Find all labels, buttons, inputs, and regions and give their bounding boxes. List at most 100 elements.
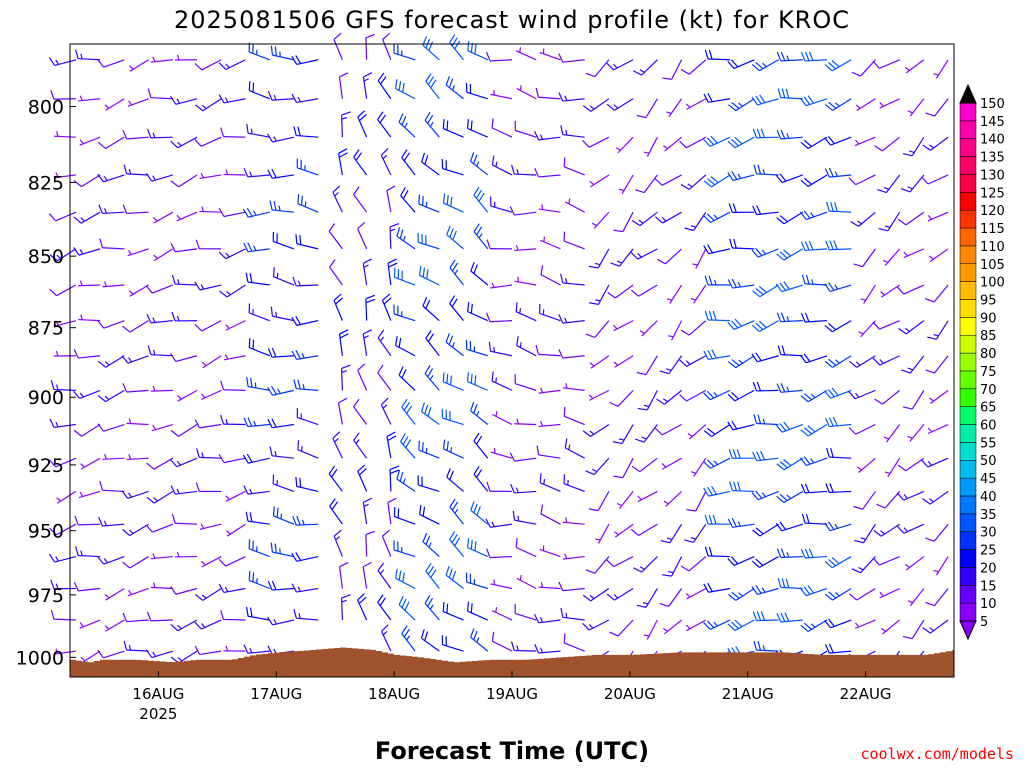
wind-barb xyxy=(902,136,925,157)
wind-barb xyxy=(267,616,295,626)
wind-barb xyxy=(752,450,779,462)
wind-barb xyxy=(753,640,779,652)
wind-barb xyxy=(341,364,351,391)
wind-barb xyxy=(49,418,76,429)
wind-barb xyxy=(127,587,149,597)
wind-barb xyxy=(854,619,876,629)
wind-barb xyxy=(104,619,125,632)
wind-barb xyxy=(243,644,270,654)
wind-barb xyxy=(685,619,707,632)
wind-barb xyxy=(585,320,610,339)
wind-barb xyxy=(704,275,731,286)
wind-barb xyxy=(75,49,101,61)
wind-barb xyxy=(491,607,513,621)
wind-barb xyxy=(365,530,375,557)
wind-barb xyxy=(128,59,149,72)
wind-barb xyxy=(219,284,246,298)
wind-barb xyxy=(800,174,828,187)
wind-barb xyxy=(855,98,876,111)
wind-barb xyxy=(419,504,440,525)
wind-barb xyxy=(799,353,828,364)
wind-barb xyxy=(879,587,900,599)
wind-barb xyxy=(632,59,658,76)
wind-barb xyxy=(512,510,537,525)
wind-barb xyxy=(539,545,561,558)
wind-barb xyxy=(199,206,222,213)
wind-barb xyxy=(380,624,392,652)
wind-barb xyxy=(824,387,852,399)
wind-barb xyxy=(824,643,852,654)
wind-barb xyxy=(776,248,804,261)
wind-barb xyxy=(610,248,634,267)
wind-barb xyxy=(925,98,949,117)
wind-barb xyxy=(729,238,755,250)
wind-barb xyxy=(293,379,319,391)
wind-barb xyxy=(800,312,828,323)
colorbar-label: 45 xyxy=(980,472,997,487)
wind-barb xyxy=(380,148,392,176)
wind-barb xyxy=(365,33,375,60)
wind-barb xyxy=(194,281,222,291)
x-tick-label: 17AUG xyxy=(250,685,302,703)
wind-barb xyxy=(145,523,174,533)
wind-barb xyxy=(872,355,900,366)
wind-barb xyxy=(933,59,949,79)
wind-barb xyxy=(442,439,464,459)
wind-barb xyxy=(465,339,488,357)
wind-barb xyxy=(609,389,634,407)
wind-barb xyxy=(727,518,755,528)
wind-barb xyxy=(588,491,610,512)
wind-barb xyxy=(177,389,198,402)
wind-barb xyxy=(516,85,537,100)
wind-barb xyxy=(267,168,295,179)
wind-barb xyxy=(534,644,561,654)
wind-barb xyxy=(49,523,77,536)
colorbar-label: 105 xyxy=(980,258,1005,273)
wind-barb xyxy=(389,223,400,249)
wind-barb xyxy=(824,135,852,146)
wind-barb xyxy=(486,548,513,559)
wind-barb xyxy=(97,555,125,565)
wind-barb xyxy=(396,227,416,250)
wind-barb xyxy=(800,424,828,437)
wind-barb xyxy=(582,619,610,631)
wind-barb xyxy=(127,98,149,107)
wind-barb xyxy=(470,501,489,525)
wind-barb xyxy=(270,306,295,322)
wind-barb xyxy=(441,408,464,426)
credit-text: coolwx.com/models xyxy=(860,745,1014,763)
wind-barb xyxy=(50,89,76,100)
wind-barb xyxy=(469,152,489,176)
wind-barb xyxy=(473,465,489,492)
x-tick-label: 16AUG xyxy=(132,685,184,703)
wind-barb xyxy=(490,448,513,459)
wind-barb xyxy=(243,167,270,178)
colorbar-swatch xyxy=(959,459,977,479)
wind-barb xyxy=(589,355,610,369)
wind-barb xyxy=(618,174,634,195)
wind-barb xyxy=(170,457,198,468)
wind-barb xyxy=(824,59,852,72)
wind-barb xyxy=(654,174,682,186)
wind-barb xyxy=(703,619,731,630)
wind-barb xyxy=(922,490,949,505)
wind-barb xyxy=(194,59,222,71)
wind-barb xyxy=(564,438,585,459)
wind-barb xyxy=(218,207,246,218)
wind-barb xyxy=(857,457,876,473)
wind-barb xyxy=(398,595,416,621)
wind-barb xyxy=(73,582,101,592)
wind-barb xyxy=(775,173,803,184)
wind-barb xyxy=(146,313,173,324)
wind-barb xyxy=(341,111,351,138)
wind-barb xyxy=(539,48,561,61)
wind-barb xyxy=(777,345,803,357)
wind-barb xyxy=(353,186,368,213)
wind-barb xyxy=(357,593,368,621)
wind-barb xyxy=(727,59,755,70)
wind-barb xyxy=(446,468,464,492)
wind-barb xyxy=(535,87,561,100)
wind-barb xyxy=(824,355,852,368)
wind-barb xyxy=(539,473,561,492)
colorbar-swatch xyxy=(959,227,977,247)
